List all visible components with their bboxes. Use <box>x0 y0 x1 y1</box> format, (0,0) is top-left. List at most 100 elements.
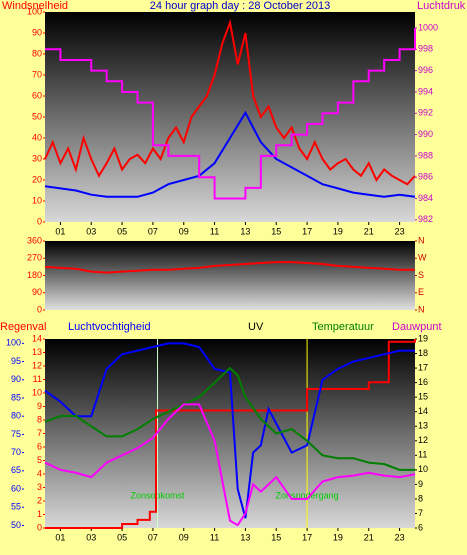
tick-label: 3 <box>37 482 42 492</box>
tick-label: 0 <box>37 522 42 532</box>
plot-area <box>45 12 415 222</box>
tick-label: 14 <box>32 333 42 343</box>
tick-label: 17 <box>418 362 428 372</box>
tick-label: 6 <box>418 522 423 532</box>
x-tick-label: 09 <box>179 226 189 236</box>
series-line <box>44 342 415 519</box>
x-tick-label: 23 <box>395 226 405 236</box>
axis-label: Luchtdruk <box>417 0 466 12</box>
series-line <box>44 366 415 471</box>
tick-label: 992 <box>418 108 433 118</box>
axis-label: Temperatuur <box>312 321 374 333</box>
tick-label: 1 <box>37 509 42 519</box>
tick-label: 988 <box>418 150 433 160</box>
tick-label: 10 <box>32 387 42 397</box>
x-tick-label: 21 <box>364 226 374 236</box>
tick-label: 990 <box>418 129 433 139</box>
tick-label: 75 <box>11 429 21 439</box>
annotation: Zonsopkomst <box>131 490 186 500</box>
tick-label: 85 <box>11 392 21 402</box>
tick-label: 70 <box>11 447 21 457</box>
tick-label: 986 <box>418 172 433 182</box>
tick-label: 50 <box>11 520 21 530</box>
tick-label: 15 <box>418 392 428 402</box>
series-line <box>44 403 416 527</box>
tick-label: E <box>418 287 424 297</box>
tick-label: 360 <box>27 235 42 245</box>
plot-area <box>45 241 415 310</box>
tick-label: 996 <box>418 65 433 75</box>
tick-label: 9 <box>37 401 42 411</box>
tick-label: 80 <box>11 411 21 421</box>
x-tick-label: 05 <box>117 226 127 236</box>
series-line <box>44 110 416 198</box>
tick-label: 5 <box>37 455 42 465</box>
tick-label: 10 <box>32 195 42 205</box>
tick-label: 4 <box>37 468 42 478</box>
tick-label: 30 <box>32 153 42 163</box>
tick-label: 60 <box>32 90 42 100</box>
tick-label: 11 <box>33 374 42 384</box>
tick-label: W <box>418 253 427 263</box>
x-tick-label: 09 <box>179 532 189 542</box>
axis-label: Dauwpunt <box>392 321 442 333</box>
x-tick-label: 13 <box>240 226 250 236</box>
tick-label: 1000 <box>418 22 438 32</box>
tick-label: 65 <box>11 465 21 475</box>
tick-label: 50 <box>32 111 42 121</box>
tick-label: 100 <box>27 6 42 16</box>
tick-label: 984 <box>418 193 433 203</box>
x-tick-label: 15 <box>271 226 281 236</box>
x-tick-label: 17 <box>302 226 312 236</box>
x-tick-label: 11 <box>210 226 219 236</box>
series-line <box>44 18 416 186</box>
tick-label: 7 <box>418 508 423 518</box>
tick-label: 90 <box>11 374 21 384</box>
axis-label: Regenval <box>0 321 46 333</box>
tick-label: 0 <box>37 304 42 314</box>
tick-label: 12 <box>418 435 428 445</box>
tick-label: 11 <box>418 450 427 460</box>
tick-label: 7 <box>37 428 42 438</box>
tick-label: 80 <box>32 48 42 58</box>
series-line <box>45 27 416 200</box>
chart-title: 24 hour graph day : 28 October 2013 <box>150 0 330 12</box>
tick-label: 8 <box>418 493 423 503</box>
tick-label: 9 <box>418 479 423 489</box>
tick-label: 19 <box>418 333 428 343</box>
tick-label: 16 <box>418 377 428 387</box>
tick-label: 994 <box>418 86 433 96</box>
tick-label: 12 <box>32 360 42 370</box>
tick-label: 100 <box>6 338 21 348</box>
series-line <box>45 339 416 529</box>
x-tick-label: 21 <box>364 532 374 542</box>
x-tick-label: 01 <box>55 226 65 236</box>
tick-label: 70 <box>32 69 42 79</box>
x-tick-label: 07 <box>148 226 158 236</box>
x-tick-label: 03 <box>86 532 96 542</box>
tick-label: 998 <box>418 44 433 54</box>
x-tick-label: 23 <box>395 532 405 542</box>
tick-label: 90 <box>32 287 42 297</box>
tick-label: 13 <box>32 347 42 357</box>
tick-label: 6 <box>37 441 42 451</box>
tick-label: 14 <box>418 406 428 416</box>
axis-label: Luchtvochtigheid <box>68 321 151 333</box>
x-tick-label: 01 <box>55 532 65 542</box>
tick-label: 10 <box>418 464 428 474</box>
tick-label: 90 <box>32 27 42 37</box>
tick-label: 18 <box>418 348 428 358</box>
x-tick-label: 17 <box>302 532 312 542</box>
axis-label: Windsnelheid <box>2 0 68 12</box>
tick-label: 8 <box>37 414 42 424</box>
tick-label: 180 <box>27 270 42 280</box>
x-tick-label: 13 <box>240 532 250 542</box>
series-line <box>44 261 415 274</box>
tick-label: 0 <box>37 216 42 226</box>
x-tick-label: 11 <box>210 532 219 542</box>
tick-label: N <box>418 304 425 314</box>
x-tick-label: 19 <box>333 532 343 542</box>
tick-label: 982 <box>418 214 433 224</box>
x-tick-label: 07 <box>148 532 158 542</box>
